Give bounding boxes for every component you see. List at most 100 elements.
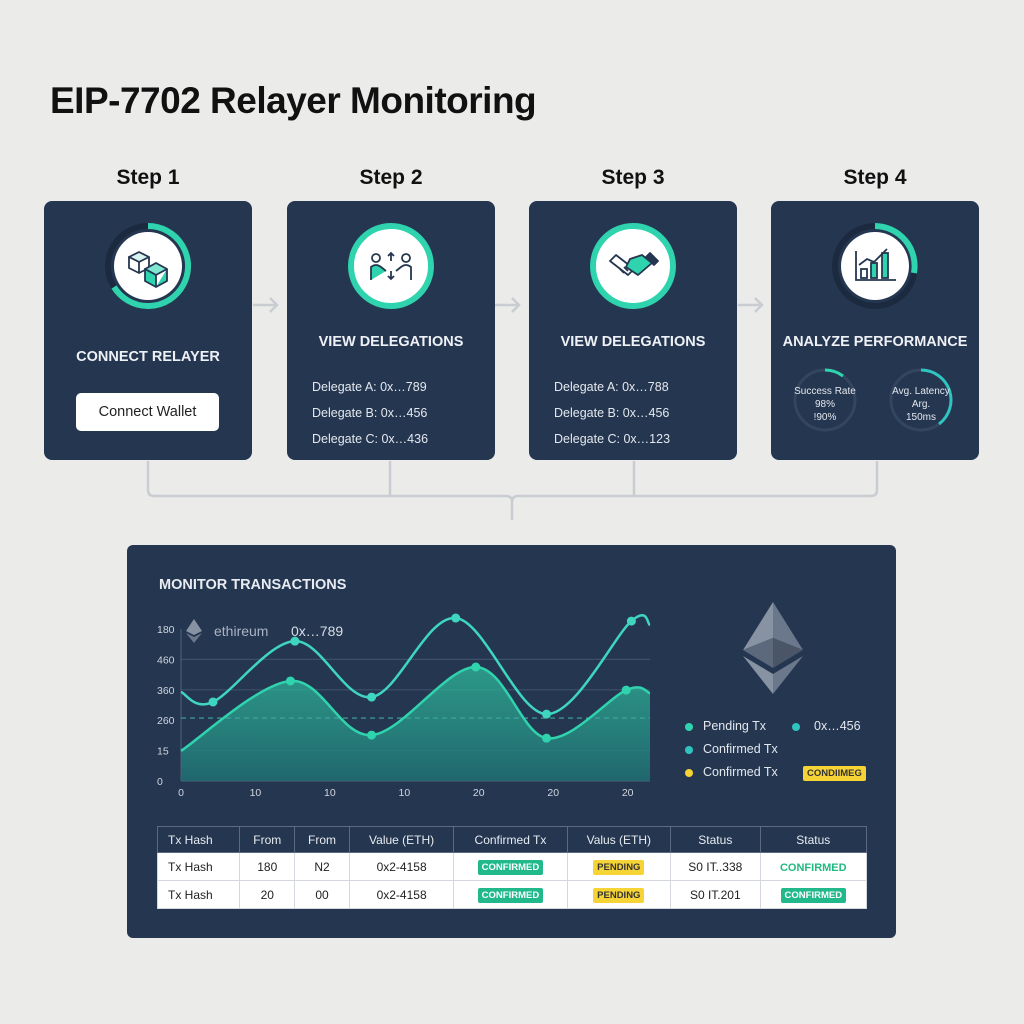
data-point	[471, 662, 481, 672]
tx-hash-cell: Tx Hash	[156, 852, 241, 881]
legend-dot	[685, 722, 693, 731]
table-row[interactable]: Tx Hash 20 00 0x2-4158 CONFIRMED PENDING…	[156, 880, 868, 909]
data-point	[451, 613, 461, 623]
y-tick-label: 360	[157, 685, 175, 697]
chain-label: ethireum	[214, 623, 269, 639]
ethereum-logo-icon	[743, 602, 803, 694]
latency-gauge	[889, 368, 953, 432]
value-cell: S0 IT.201	[670, 880, 761, 909]
status-badge: CONFIRMED	[780, 887, 847, 903]
transactions-table: Tx Hash From From Value (ETH) Confirmed …	[156, 826, 868, 909]
delegation-people-icon	[348, 223, 434, 309]
step-4-card: ANALYZE PERFORMANCE Success Rate 98% !90% …	[771, 201, 979, 460]
step-2-label: Step 2	[359, 166, 423, 189]
status-badge: CONFIRMED	[477, 859, 544, 875]
y-tick-label: 460	[157, 654, 175, 666]
step-2-card: VIEW DELEGATIONS Delegate A: 0x…789 Dele…	[287, 201, 495, 460]
data-point	[542, 733, 552, 743]
delegate-item: Delegate C: 0x…436	[312, 432, 429, 446]
data-point	[542, 709, 552, 719]
success-rate-metric: Success Rate 98% !90%	[794, 386, 856, 423]
x-tick-label: 20	[473, 787, 485, 799]
success-rate-gauge	[793, 368, 857, 432]
x-tick-label: 10	[398, 787, 410, 799]
data-point	[290, 636, 300, 646]
y-tick-label: 15	[157, 746, 169, 758]
arrow-icon	[495, 297, 521, 313]
status-badge: PENDING	[593, 887, 645, 903]
table-header-row: Tx Hash From From Value (ETH) Confirmed …	[156, 826, 868, 853]
column-header[interactable]: From	[294, 826, 350, 853]
column-header[interactable]: Valus (ETH)	[566, 826, 672, 853]
data-point	[367, 730, 377, 740]
legend-confirmed: Confirmed Tx	[685, 742, 778, 756]
column-header[interactable]: From	[239, 826, 296, 853]
legend-confirmed-2: Confirmed Tx	[685, 765, 778, 779]
legend-dot	[685, 745, 693, 754]
legend-pending: Pending Tx	[685, 719, 766, 733]
series-area	[181, 666, 650, 781]
from-cell: 20	[239, 880, 296, 909]
data-point	[208, 697, 218, 707]
legend-address: 0x…456	[792, 719, 861, 733]
legend-status-badge: CONDIIMEG	[803, 766, 866, 781]
column-header[interactable]: Tx Hash	[156, 826, 241, 853]
step-3-title: VIEW DELEGATIONS	[560, 334, 706, 350]
y-tick-label: 260	[157, 715, 175, 727]
status-text: CONFIRMED	[779, 861, 847, 874]
series-line	[180, 614, 651, 716]
x-tick-label: 10	[324, 787, 336, 799]
y-tick-label: 180	[157, 624, 175, 636]
value-cell: 0x2-4158	[348, 852, 455, 881]
ethereum-icon	[186, 619, 202, 643]
x-tick-label: 20	[622, 787, 634, 799]
x-tick-label: 10	[250, 787, 262, 799]
step-1-title: CONNECT RELAYER	[76, 349, 220, 365]
table-row[interactable]: Tx Hash 180 N2 0x2-4158 CONFIRMED PENDIN…	[156, 852, 868, 881]
from-cell: N2	[294, 852, 350, 881]
tx-hash-cell: Tx Hash	[156, 880, 241, 909]
data-point	[285, 676, 295, 686]
data-point	[621, 685, 631, 695]
value-cell: S0 IT..338	[670, 852, 761, 881]
value-cell: 0x2-4158	[348, 880, 455, 909]
arrow-icon	[738, 297, 764, 313]
column-header[interactable]: Confirmed Tx	[453, 826, 568, 853]
y-tick-label: 0	[157, 776, 163, 788]
from-cell: 180	[239, 852, 296, 881]
delegate-item: Delegate C: 0x…123	[554, 432, 671, 446]
x-tick-label: 20	[547, 787, 559, 799]
delegate-item: Delegate A: 0x…788	[554, 380, 669, 394]
chart-address: 0x…789	[291, 623, 344, 639]
status-badge: CONFIRMED	[477, 887, 544, 903]
step-2-title: VIEW DELEGATIONS	[318, 334, 464, 350]
legend-dot	[685, 768, 693, 777]
status-badge: PENDING	[593, 859, 645, 875]
handshake-icon	[590, 223, 676, 309]
data-point	[367, 692, 377, 702]
column-header[interactable]: Value (ETH)	[348, 826, 455, 853]
x-tick-label: 0	[178, 787, 184, 799]
bar-chart-icon	[832, 223, 918, 309]
step-4-title: ANALYZE PERFORMANCE	[782, 334, 968, 350]
step-1-label: Step 1	[116, 166, 180, 189]
latency-metric: Avg. Latency Arg. 150ms	[892, 386, 950, 423]
column-header[interactable]: Status	[670, 826, 761, 853]
cubes-icon	[105, 223, 191, 309]
delegate-item: Delegate B: 0x…456	[554, 406, 670, 420]
step-4-label: Step 4	[843, 166, 907, 189]
step-3-label: Step 3	[601, 166, 665, 189]
connect-wallet-button[interactable]: Connect Wallet	[76, 393, 219, 431]
delegate-item: Delegate B: 0x…456	[312, 406, 428, 420]
page-title: EIP-7702 Relayer Monitoring	[50, 80, 537, 121]
data-point	[626, 616, 636, 626]
column-header[interactable]: Status	[759, 826, 868, 853]
legend-dot	[792, 722, 800, 731]
monitor-title: MONITOR TRANSACTIONS	[159, 577, 347, 593]
from-cell: 00	[294, 880, 350, 909]
step-1-card: CONNECT RELAYER Connect Wallet	[44, 201, 252, 460]
arrow-icon	[253, 297, 279, 313]
delegate-item: Delegate A: 0x…789	[312, 380, 427, 394]
